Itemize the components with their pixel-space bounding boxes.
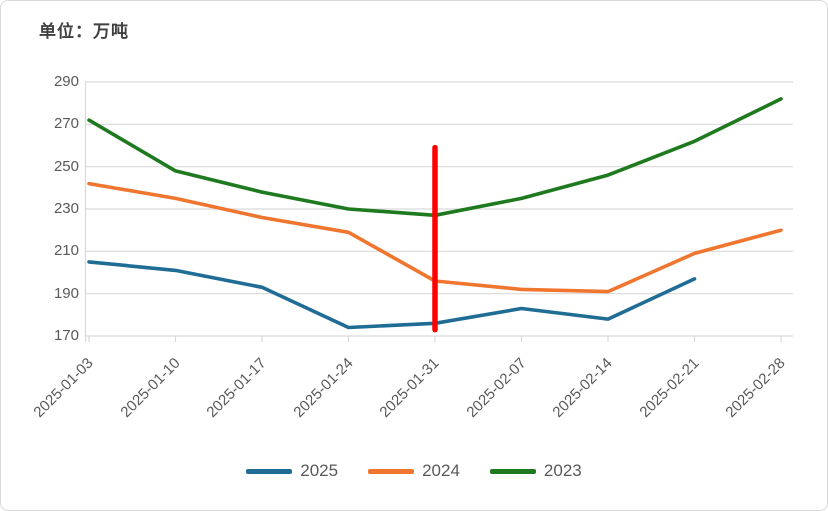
legend-label: 2023	[543, 461, 582, 480]
y-axis-label: 270	[53, 115, 79, 133]
legend-label: 2024	[422, 461, 460, 480]
legend-swatch-2024	[368, 468, 415, 474]
y-axis-label: 190	[53, 284, 79, 302]
legend-swatch-2025	[246, 468, 293, 474]
legend: 2025 2024 2023	[1, 453, 827, 489]
y-axis-label: 230	[53, 200, 79, 217]
legend-item-2024: 2024	[368, 461, 460, 481]
chart-title: 单位：万吨	[39, 22, 129, 41]
y-axis-label: 250	[53, 157, 79, 175]
y-axis-label: 170	[53, 327, 79, 344]
y-axis-label: 290	[53, 73, 79, 90]
legend-label: 2025	[300, 461, 339, 480]
legend-item-2023: 2023	[489, 461, 582, 481]
legend-item-2025: 2025	[246, 461, 338, 481]
y-axis-label: 210	[53, 242, 79, 260]
series-line-2025	[87, 260, 697, 330]
legend-swatch-2023	[489, 468, 536, 474]
